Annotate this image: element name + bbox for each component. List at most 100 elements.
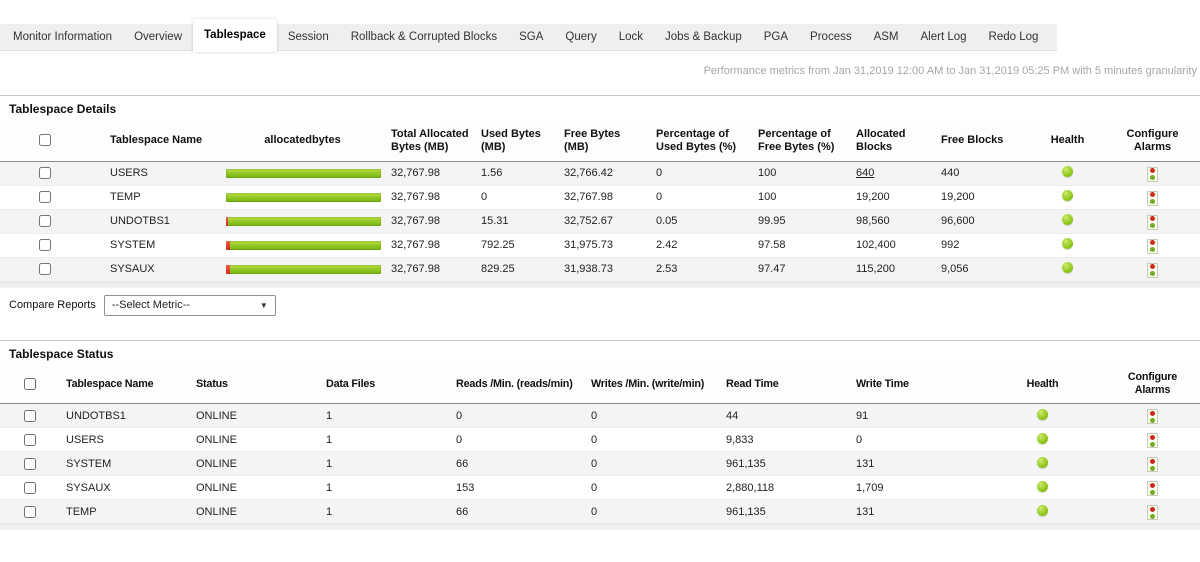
cell-free-bytes: 31,975.73 [558,233,650,258]
details-row-undotbs1: UNDOTBS1 32,767.98 15.31 32,752.67 0.05 99.95… [0,209,1200,234]
row-checkbox[interactable] [39,215,51,228]
details-row-users: USERS 32,767.98 1.56 32,766.42 0 100 640 440 [0,161,1200,186]
cell-read-time: 9,833 [720,427,850,452]
row-checkbox[interactable] [39,191,51,204]
configure-alarms-icon[interactable] [1147,190,1158,206]
allocated-bytes-bar [226,168,381,178]
compare-metric-select[interactable]: --Select Metric-- ▼ [103,294,276,316]
cell-write-time: 91 [850,403,980,428]
cell-read-time: 961,135 [720,499,850,524]
status-col-name: Tablespace Name [60,365,190,404]
tab-asm[interactable]: ASM [873,30,899,43]
cell-tablespace-name: USERS [90,161,220,186]
cell-health [980,403,1105,428]
row-checkbox[interactable] [24,481,36,494]
configure-alarms-icon[interactable] [1147,262,1158,278]
cell-configure-alarms [1105,161,1200,186]
row-checkbox-cell [0,209,90,234]
row-checkbox[interactable] [39,239,51,252]
health-green-icon [1062,238,1073,249]
configure-alarms-icon[interactable] [1147,481,1158,497]
cell-health [1030,161,1105,186]
tab-sga[interactable]: SGA [519,30,544,43]
cell-total-allocated: 32,767.98 [385,209,475,234]
tab-process[interactable]: Process [810,30,852,43]
configure-alarms-icon[interactable] [1147,433,1158,449]
details-col-total-allocated: Total Allocated Bytes (MB) [385,121,475,162]
cell-used-bytes: 0 [475,185,558,210]
cell-status: ONLINE [190,427,320,452]
row-checkbox[interactable] [24,457,36,470]
configure-alarms-icon[interactable] [1147,409,1158,425]
row-checkbox[interactable] [24,409,36,422]
cell-health [980,499,1105,524]
cell-pct-free: 100 [752,185,850,210]
cell-allocatedbytes-bar [220,185,385,210]
tab-rollback-corrupted-blocks[interactable]: Rollback & Corrupted Blocks [350,30,498,43]
alarm-green-dot [1150,513,1155,519]
row-checkbox[interactable] [39,167,51,180]
cell-health [980,427,1105,452]
details-col-pct-used: Percentage of Used Bytes (%) [650,121,752,162]
status-select-all-checkbox[interactable] [24,377,36,390]
health-green-icon [1037,456,1048,468]
alarm-green-dot [1150,441,1155,447]
cell-free-bytes: 32,767.98 [558,185,650,210]
tab-monitor-information[interactable]: Monitor Information [13,30,113,43]
configure-alarms-icon[interactable] [1147,505,1158,521]
tab-lock[interactable]: Lock [618,30,644,43]
cell-tablespace-name: USERS [60,427,190,452]
tab-jobs-backup[interactable]: Jobs & Backup [665,30,742,43]
alarm-green-dot [1150,465,1155,471]
cell-tablespace-name: UNDOTBS1 [60,403,190,428]
row-checkbox[interactable] [24,505,36,518]
row-checkbox-cell [0,403,60,428]
cell-allocatedbytes-bar [220,233,385,258]
tab-alert-log[interactable]: Alert Log [920,30,967,43]
cell-allocated-blocks: 19,200 [850,185,935,210]
tab-overview[interactable]: Overview [134,30,183,43]
details-row-temp: TEMP 32,767.98 0 32,767.98 0 100 19,200 19,200 [0,185,1200,210]
health-green-icon [1037,504,1048,516]
tab-redo-log[interactable]: Redo Log [988,30,1039,43]
cell-allocatedbytes-bar [220,161,385,186]
row-checkbox-cell [0,161,90,186]
alarm-red-dot [1150,410,1155,416]
status-row-system: SYSTEM ONLINE 1 66 0 961,135 131 [0,451,1200,476]
row-checkbox[interactable] [39,263,51,276]
cell-data-files: 1 [320,499,450,524]
compare-reports-label: Compare Reports [9,299,96,311]
tab-pga[interactable]: PGA [763,30,789,43]
allocated-blocks-link[interactable]: 640 [856,167,875,179]
status-col-write-time: Write Time [850,365,980,404]
cell-tablespace-name: SYSAUX [90,257,220,282]
cell-write-time: 0 [850,427,980,452]
cell-pct-free: 99.95 [752,209,850,234]
compare-reports-row: Compare Reports --Select Metric-- ▼ [0,288,1200,323]
status-col-health: Health [980,365,1105,404]
health-green-icon [1062,166,1073,177]
allocated-bytes-bar [226,216,381,226]
cell-total-allocated: 32,767.98 [385,185,475,210]
cell-pct-used: 2.42 [650,233,752,258]
configure-alarms-icon[interactable] [1147,457,1158,473]
cell-data-files: 1 [320,475,450,500]
tab-session[interactable]: Session [287,30,329,43]
tab-query[interactable]: Query [565,30,597,43]
tab-tablespace[interactable]: Tablespace [193,18,277,52]
row-checkbox[interactable] [24,433,36,446]
configure-alarms-icon[interactable] [1147,214,1158,230]
select-all-checkbox[interactable] [39,134,51,147]
cell-pct-free: 100 [752,161,850,186]
cell-pct-free: 97.58 [752,233,850,258]
health-green-icon [1037,480,1048,492]
configure-alarms-icon[interactable] [1147,166,1158,182]
details-col-free: Free Bytes (MB) [558,121,650,162]
status-row-sysaux: SYSAUX ONLINE 1 153 0 2,880,118 1,709 [0,475,1200,500]
cell-read-time: 2,880,118 [720,475,850,500]
configure-alarms-icon[interactable] [1147,238,1158,254]
cell-writes-per-min: 0 [585,403,720,428]
alarm-red-dot [1150,192,1155,198]
status-header-row: Tablespace Name Status Data Files Reads … [0,365,1200,404]
details-col-configure-alarms: Configure Alarms [1105,121,1200,162]
